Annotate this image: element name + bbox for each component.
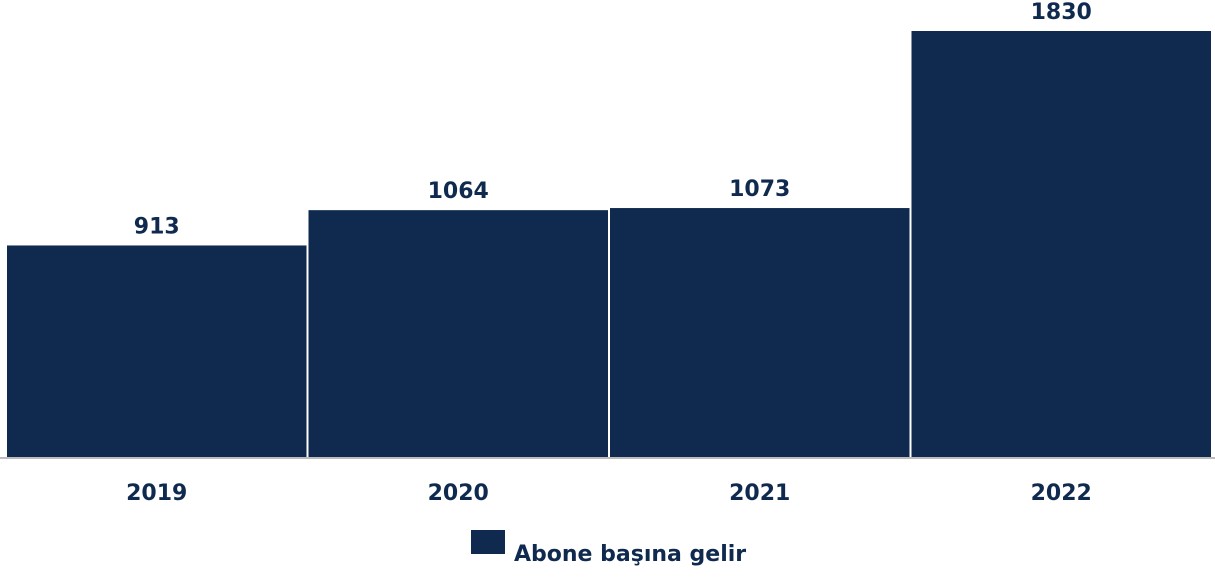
x-tick-labels-layer: 2019 2020 2021 2022: [126, 481, 1092, 506]
x-tick-label-2020: 2020: [428, 481, 489, 506]
value-label-2019: 913: [134, 214, 180, 239]
bar-2020: [306, 208, 610, 459]
value-labels-layer: 913 1064 1073 1830: [134, 0, 1092, 239]
x-tick-label-2019: 2019: [126, 481, 187, 506]
value-label-2020: 1064: [428, 179, 489, 204]
bar-2019: [5, 243, 309, 459]
value-label-2021: 1073: [729, 177, 790, 202]
bar-2022: [909, 29, 1213, 459]
legend-label: Abone başına gelir: [514, 542, 747, 567]
legend-swatch: [471, 530, 505, 554]
bars-layer: [5, 29, 1213, 459]
bar-2021: [608, 206, 912, 459]
x-tick-label-2021: 2021: [729, 481, 790, 506]
value-label-2022: 1830: [1031, 0, 1092, 25]
x-tick-label-2022: 2022: [1031, 481, 1092, 506]
